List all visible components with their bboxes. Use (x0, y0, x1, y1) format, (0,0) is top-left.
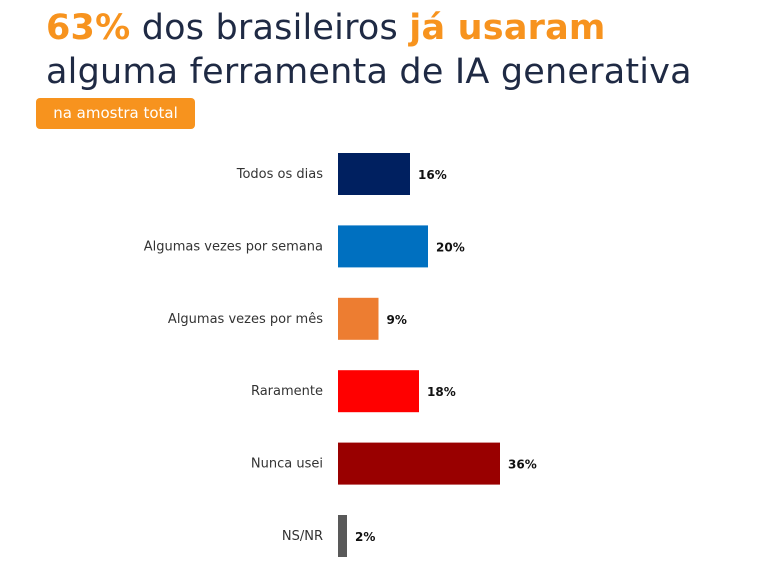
category-label: NS/NR (282, 529, 323, 544)
sample-badge: na amostra total (36, 98, 195, 129)
category-label: Algumas vezes por semana (144, 239, 323, 254)
title-text: dos brasileiros (130, 8, 410, 48)
bar (338, 153, 410, 195)
value-label: 36% (508, 458, 537, 472)
category-label: Algumas vezes por mês (168, 312, 323, 327)
bar (338, 442, 500, 485)
value-label: 18% (427, 385, 456, 399)
title-highlight-text: já usaram (409, 8, 606, 48)
bar (338, 515, 347, 557)
category-label: Todos os dias (236, 167, 323, 182)
value-label: 20% (436, 240, 465, 254)
category-label: Nunca usei (251, 457, 323, 472)
bar (338, 370, 419, 413)
value-label: 2% (355, 530, 375, 544)
title-line-2: alguma ferramenta de IA generativa (46, 52, 692, 92)
value-label: 9% (387, 313, 407, 327)
bar (338, 297, 379, 340)
title-highlight-percent: 63% (46, 8, 131, 48)
title-line-1: 63% dos brasileiros já usaram (46, 8, 606, 48)
bar (338, 225, 428, 268)
value-label: 16% (418, 168, 447, 182)
category-label: Raramente (251, 384, 323, 399)
